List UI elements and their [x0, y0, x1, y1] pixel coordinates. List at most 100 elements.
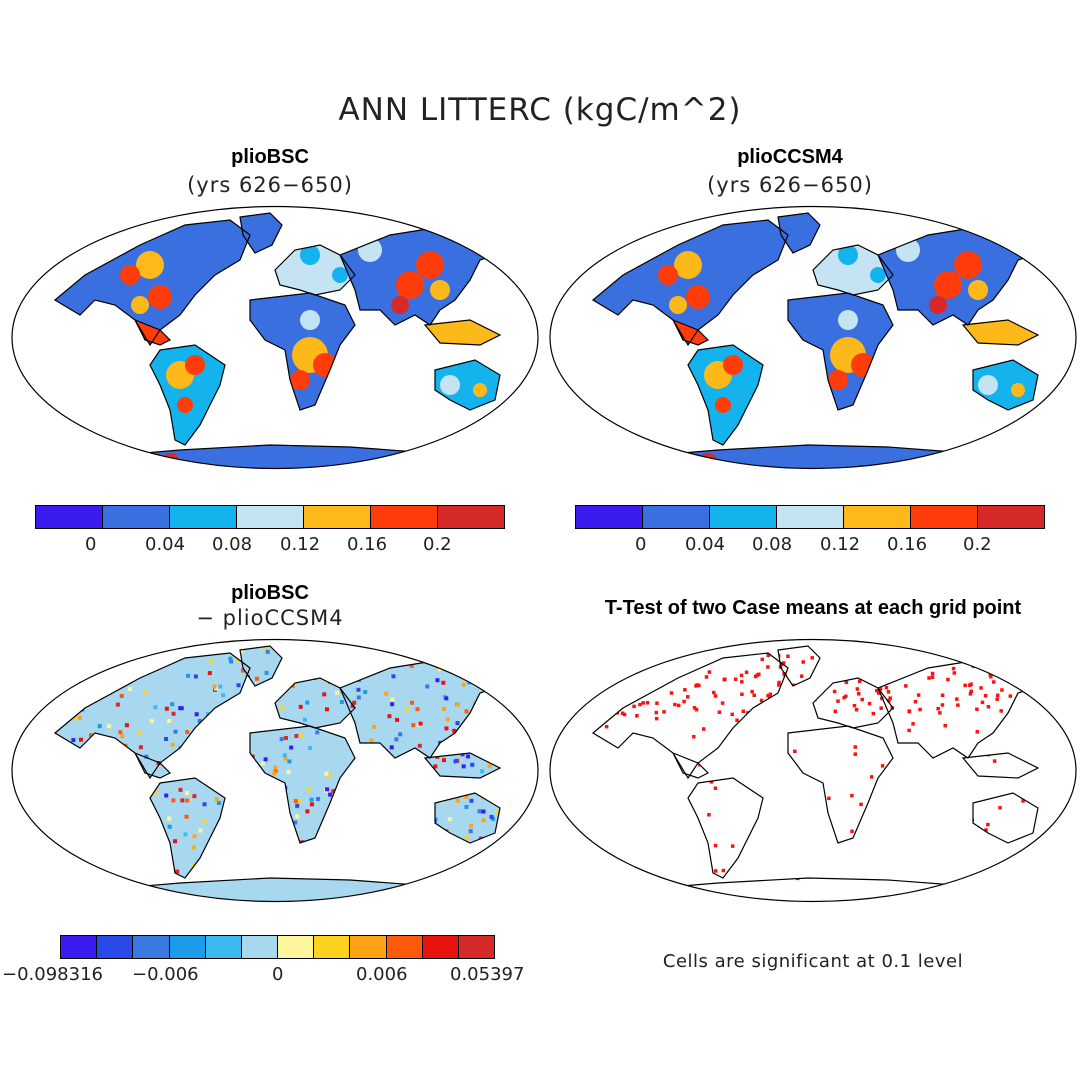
diff-cell: [520, 801, 524, 805]
diff-cell: [92, 650, 97, 655]
significant-cell: [904, 684, 908, 688]
diff-cell: [467, 725, 472, 730]
colorbar-swatch: [386, 936, 423, 958]
significant-cell: [1023, 682, 1027, 686]
significant-cell: [886, 662, 890, 667]
value-patch: [686, 285, 710, 309]
significant-cell: [835, 843, 840, 847]
significant-cell: [721, 868, 726, 873]
diff-cell: [469, 798, 474, 803]
value-patch: [934, 271, 962, 299]
diff-cell: [107, 834, 112, 839]
coastline-sa: [687, 777, 764, 879]
significant-cell: [811, 682, 815, 687]
coastline-greenland: [777, 212, 821, 254]
diff-cell: [251, 855, 256, 860]
diff-cell: [138, 745, 143, 750]
significant-cell: [869, 775, 874, 779]
coastline-af: [249, 292, 356, 411]
diff-cell: [514, 710, 518, 714]
significant-cell: [561, 679, 565, 683]
diff-cell: [481, 809, 486, 814]
significant-cell: [1018, 684, 1023, 688]
significant-cell: [924, 656, 929, 661]
significant-cell: [975, 873, 980, 878]
diff-cell: [232, 759, 237, 764]
significant-cell: [582, 708, 586, 712]
diff-cell: [65, 853, 70, 858]
significant-cell: [755, 706, 759, 711]
significant-cell: [867, 701, 872, 706]
significant-cell: [558, 660, 562, 664]
diff-cell: [277, 765, 282, 770]
significant-cell: [653, 678, 657, 682]
diff-cell: [180, 798, 185, 803]
diff-cell: [177, 639, 181, 643]
diff-cell: [438, 849, 443, 854]
significant-cell: [840, 670, 845, 674]
significant-cell: [657, 800, 662, 805]
panel-1-title: plioBSC: [231, 146, 309, 168]
diff-cell: [306, 786, 311, 791]
diff-cell: [306, 671, 311, 676]
diff-cell: [229, 659, 234, 664]
diff-cell: [362, 745, 367, 750]
diff-cell: [380, 804, 385, 809]
diff-cell: [242, 752, 247, 757]
diff-cell: [196, 807, 201, 812]
value-patch: [300, 245, 320, 265]
significant-cell: [800, 725, 805, 730]
diff-cell: [462, 674, 467, 679]
diff-cell: [493, 678, 498, 683]
diff-cell: [114, 694, 119, 699]
diff-cell: [345, 842, 350, 847]
significant-cell: [850, 793, 854, 798]
diff-cell: [471, 741, 476, 746]
diff-cell: [530, 717, 534, 721]
significant-cell: [766, 665, 770, 669]
diff-cell: [376, 781, 381, 786]
tick-label: 0.2: [963, 534, 992, 555]
diff-cell: [214, 742, 219, 747]
diff-cell: [153, 705, 158, 710]
significant-cell: [635, 714, 639, 718]
diff-cell: [469, 851, 474, 856]
diff-cell: [225, 767, 230, 772]
diff-cell: [18, 648, 22, 652]
significant-cell: [999, 709, 1003, 713]
significant-cell: [1000, 688, 1004, 692]
significant-cell: [777, 680, 781, 685]
significant-cell: [860, 697, 864, 702]
diff-cell: [444, 660, 449, 665]
diff-cell: [107, 724, 112, 729]
diff-cell: [258, 820, 263, 825]
diff-cell: [529, 726, 533, 730]
diff-cell: [455, 798, 460, 803]
diff-cell: [200, 740, 205, 745]
diff-cell: [214, 797, 219, 802]
diff-cell: [24, 693, 28, 697]
value-patch: [416, 251, 444, 279]
diff-cell: [286, 649, 291, 654]
diff-cell: [64, 807, 69, 812]
diff-cell: [477, 782, 482, 787]
diff-cell: [90, 855, 95, 860]
diff-cell: [402, 646, 407, 647]
diff-cell: [108, 810, 113, 815]
diff-cell: [21, 852, 25, 856]
value-patch: [185, 355, 205, 375]
diff-cell: [281, 870, 286, 875]
significant-cell: [867, 660, 871, 664]
significant-cell: [993, 666, 998, 671]
continent-af: [250, 726, 355, 843]
significant-cell: [1005, 730, 1009, 735]
coastline-eu: [812, 677, 894, 729]
coastline-ca: [133, 751, 172, 779]
significant-cell: [936, 706, 940, 711]
colorbar-swatch: [422, 936, 459, 958]
significant-cell: [799, 700, 803, 704]
diff-cell: [475, 664, 480, 669]
diff-cell: [404, 708, 409, 713]
colorbar-swatch: [170, 506, 237, 528]
diff-cell: [56, 705, 61, 710]
